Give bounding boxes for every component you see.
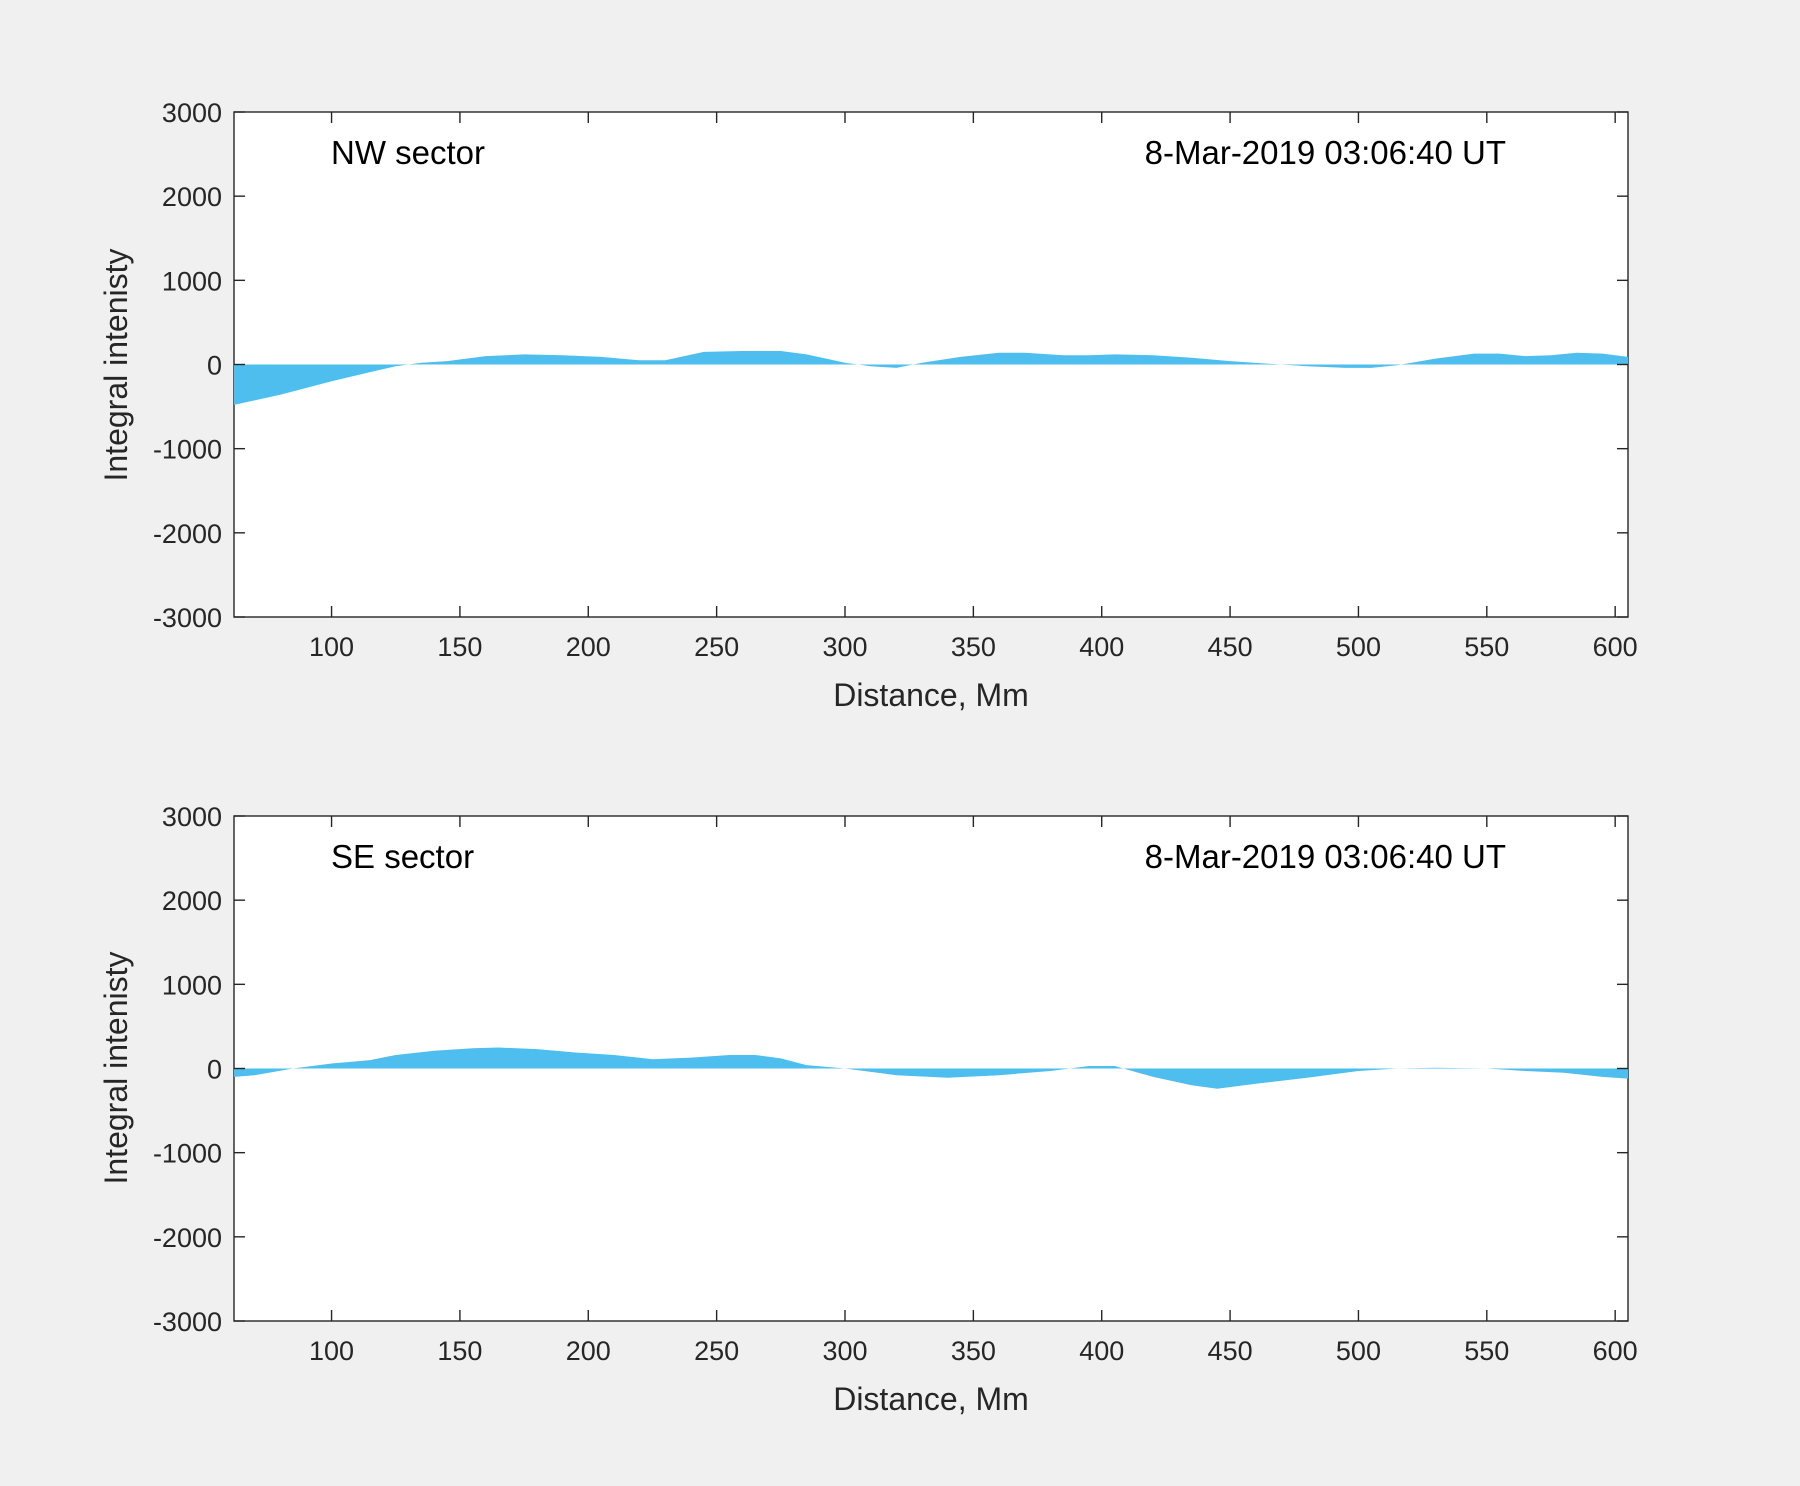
y-tick-label: -1000: [153, 1139, 222, 1169]
y-tick-label: 2000: [162, 182, 222, 212]
x-tick-label: 150: [437, 1336, 482, 1366]
x-tick-label: 450: [1208, 632, 1253, 662]
x-tick-label: 100: [309, 1336, 354, 1366]
x-tick-label: 100: [309, 632, 354, 662]
axis-ticks: 100 150 200 250 300 350 400 450 500 550 600 3000 200…: [153, 802, 1638, 1366]
x-tick-label: 450: [1208, 1336, 1253, 1366]
x-tick-label: 200: [566, 1336, 611, 1366]
y-tick-label: 2000: [162, 886, 222, 916]
y-tick-label: -2000: [153, 519, 222, 549]
x-tick-label: 600: [1593, 632, 1638, 662]
y-tick-label: -2000: [153, 1223, 222, 1253]
sector-label: SE sector: [331, 838, 474, 875]
area-series-0: [234, 1047, 1628, 1089]
x-tick-label: 200: [566, 632, 611, 662]
x-tick-label: 500: [1336, 632, 1381, 662]
x-tick-label: 600: [1593, 1336, 1638, 1366]
y-tick-label: 1000: [162, 266, 222, 296]
y-axis-label: Integral intenisty: [98, 248, 134, 481]
sector-label: NW sector: [331, 134, 485, 171]
area-series-0: [234, 351, 1628, 405]
x-tick-label: 300: [822, 632, 867, 662]
y-axis-label: Integral intenisty: [98, 951, 134, 1184]
x-tick-label: 250: [694, 632, 739, 662]
axis-ticks: 100 150 200 250 300 350 400 450 500 550 600 3000 200…: [153, 98, 1638, 662]
y-tick-label: -3000: [153, 1307, 222, 1337]
x-axis-label: Distance, Mm: [833, 1381, 1029, 1417]
y-tick-label: 3000: [162, 98, 222, 128]
plot-panel-se: 100 150 200 250 300 350 400 450 500 550 600 3000 200…: [98, 802, 1638, 1417]
x-tick-label: 400: [1079, 632, 1124, 662]
y-tick-label: -3000: [153, 603, 222, 633]
x-tick-label: 300: [822, 1336, 867, 1366]
x-tick-label: 550: [1464, 632, 1509, 662]
x-tick-label: 400: [1079, 1336, 1124, 1366]
timestamp-label: 8-Mar-2019 03:06:40 UT: [1145, 838, 1506, 875]
area-series-group: [234, 1047, 1628, 1089]
y-tick-label: 3000: [162, 802, 222, 832]
y-tick-label: 0: [207, 351, 222, 381]
y-tick-label: 1000: [162, 970, 222, 1000]
y-tick-label: 0: [207, 1055, 222, 1085]
area-series-group: [234, 351, 1628, 405]
timestamp-label: 8-Mar-2019 03:06:40 UT: [1145, 134, 1506, 171]
x-tick-label: 550: [1464, 1336, 1509, 1366]
x-tick-label: 500: [1336, 1336, 1381, 1366]
x-tick-label: 350: [951, 1336, 996, 1366]
x-tick-label: 250: [694, 1336, 739, 1366]
x-axis-label: Distance, Mm: [833, 677, 1029, 713]
y-tick-label: -1000: [153, 435, 222, 465]
x-tick-label: 350: [951, 632, 996, 662]
plot-panel-nw: 100 150 200 250 300 350 400 450 500 550 600 3000 200…: [98, 98, 1638, 713]
x-tick-label: 150: [437, 632, 482, 662]
